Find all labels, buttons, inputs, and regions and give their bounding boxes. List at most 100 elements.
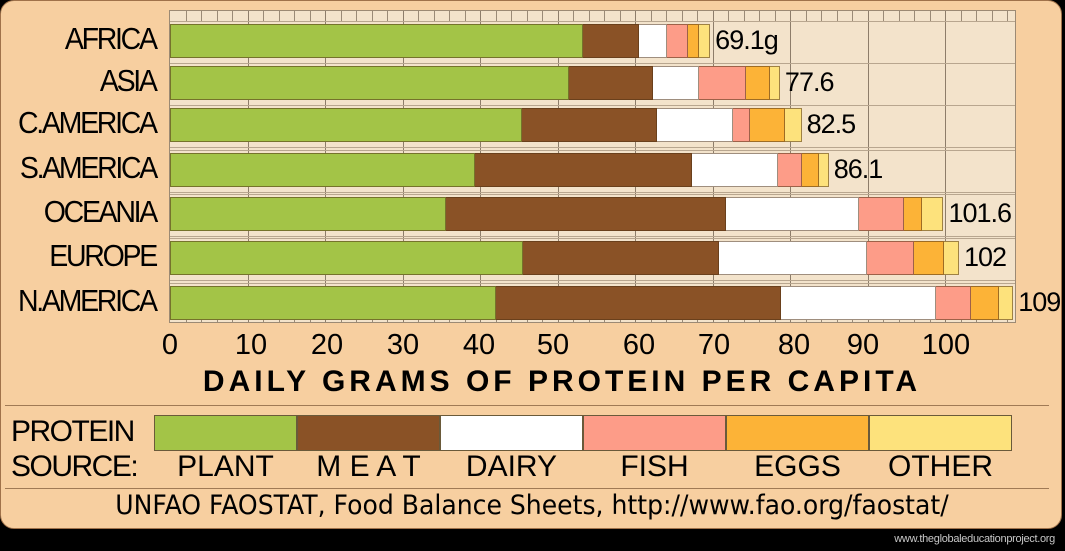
- bar-segment-other: [769, 66, 780, 100]
- bar-segment-fish: [935, 286, 971, 320]
- stacked-bar: [170, 66, 780, 100]
- bar-segment-dairy: [638, 24, 667, 58]
- minor-tick: [728, 11, 729, 22]
- minor-tick: [418, 11, 419, 22]
- bar-segment-eggs: [801, 153, 819, 187]
- category-label: C.AMERICA: [18, 105, 158, 140]
- band-line: [170, 192, 1015, 193]
- stacked-bar: [170, 153, 829, 187]
- bar-segment-fish: [733, 108, 751, 142]
- divider-bottom: [5, 488, 1049, 489]
- bar-segment-fish: [698, 66, 746, 100]
- category-label: N.AMERICA: [18, 283, 158, 318]
- minor-tick: [573, 11, 574, 22]
- minor-tick: [433, 11, 435, 22]
- total-value-label: 77.6: [784, 67, 835, 97]
- legend-label-fish: FISH: [620, 450, 689, 483]
- legend-swatch-fish: [583, 415, 726, 451]
- minor-tick: [1007, 11, 1008, 22]
- x-tick-label: 0: [161, 329, 179, 361]
- band-line: [170, 280, 1015, 281]
- legend-swatch-plant: [154, 415, 297, 451]
- x-tick-label: 50: [536, 329, 570, 361]
- minor-tick: [666, 11, 667, 22]
- legend-swatch-eggs: [726, 415, 869, 451]
- x-tick-label: 70: [697, 329, 731, 361]
- bar-segment-fish: [858, 197, 904, 231]
- bar-segment-fish: [666, 24, 689, 58]
- total-value-label: 86.1: [833, 154, 884, 184]
- legend-title-line1: PROTEIN: [11, 415, 135, 448]
- legend-labels: PLANT M E A T DAIRY FISH EGGS OTHER: [154, 450, 1012, 484]
- bar-segment-meat: [521, 108, 657, 142]
- minor-tick: [294, 11, 295, 22]
- minor-tick: [914, 11, 915, 22]
- stacked-bar: [170, 108, 802, 142]
- total-value-label: 101.6: [948, 198, 1012, 228]
- minor-tick: [356, 11, 357, 22]
- bar-segment-meat: [522, 241, 720, 275]
- stacked-bar: [170, 286, 1014, 320]
- bar-segment-plant: [170, 66, 570, 100]
- gridline: [867, 11, 869, 322]
- minor-tick: [697, 11, 698, 22]
- bar-segment-other: [785, 108, 802, 142]
- category-label: OCEANIA: [43, 194, 159, 229]
- minor-tick: [185, 11, 187, 22]
- minor-tick: [216, 11, 218, 22]
- bar-segment-dairy: [656, 108, 734, 142]
- minor-tick: [495, 11, 497, 22]
- band-line: [170, 238, 1015, 239]
- band-line: [170, 105, 1015, 106]
- minor-tick: [960, 11, 962, 22]
- bar-segment-plant: [170, 241, 523, 275]
- bar-segment-meat: [583, 24, 639, 58]
- minor-tick: [449, 11, 450, 22]
- bar-segment-plant: [170, 108, 522, 142]
- category-label: S.AMERICA: [19, 150, 158, 185]
- minor-tick: [542, 11, 543, 22]
- legend-label-plant: PLANT: [177, 450, 274, 483]
- minor-tick: [201, 11, 202, 22]
- minor-tick: [991, 11, 993, 22]
- total-value-label: 109: [1018, 287, 1061, 317]
- x-tick-label: 30: [386, 329, 420, 361]
- minor-tick: [681, 11, 683, 22]
- bar-segment-plant: [170, 153, 476, 187]
- legend-swatch-meat: [297, 415, 440, 451]
- minor-tick: [898, 11, 900, 22]
- bar-segment-eggs: [903, 197, 922, 231]
- bar-segment-eggs: [970, 286, 1000, 320]
- minor-tick: [263, 11, 264, 22]
- total-value-label: 82.5: [806, 109, 857, 139]
- bar-segment-plant: [170, 24, 584, 58]
- minor-tick: [309, 11, 311, 22]
- gridline: [945, 11, 946, 322]
- minor-tick: [759, 11, 760, 22]
- chart-panel: AFRICA 69.1g ASIA 77.6 C.AMERICA 82.5 S.AMERIC…: [0, 0, 1062, 529]
- legend-label-eggs: EGGS: [754, 450, 841, 483]
- minor-tick: [464, 11, 466, 22]
- bar-segment-meat: [496, 286, 782, 320]
- x-tick-label: 20: [310, 329, 344, 361]
- band-line: [170, 63, 1015, 64]
- category-label: EUROPE: [49, 238, 158, 273]
- minor-tick: [650, 11, 652, 22]
- watermark: www.theglobaleducationproject.org: [894, 533, 1055, 545]
- stacked-bar: [170, 24, 711, 58]
- minor-tick: [340, 11, 342, 22]
- band-line: [170, 283, 1015, 284]
- total-value-label: 69.1g: [715, 25, 779, 55]
- x-axis-title: DAILY GRAMS OF PROTEIN PER CAPITA: [202, 365, 922, 398]
- bar-segment-other: [999, 286, 1014, 320]
- minor-tick: [387, 11, 388, 22]
- legend-label-other: OTHER: [888, 450, 993, 483]
- bar-segment-dairy: [719, 241, 867, 275]
- bar-segment-other: [921, 197, 944, 231]
- bar-segment-plant: [170, 286, 497, 320]
- bar-segment-other: [818, 153, 829, 187]
- x-tick-label: 60: [622, 329, 656, 361]
- bar-segment-dairy: [781, 286, 936, 320]
- x-tick-label: 100: [921, 329, 971, 361]
- minor-tick: [774, 11, 776, 22]
